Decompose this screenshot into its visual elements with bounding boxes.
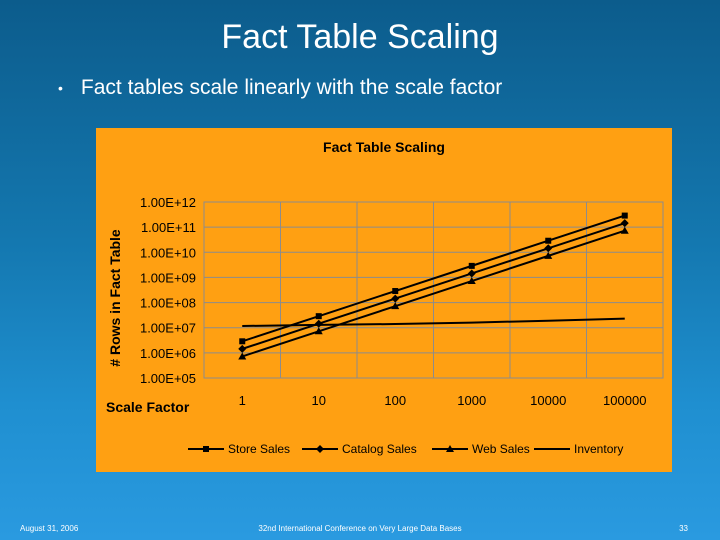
data-point xyxy=(467,269,476,278)
x-tick-label: 10000 xyxy=(530,393,566,408)
y-tick-label: 1.00E+06 xyxy=(140,346,196,361)
footer-page-number: 33 xyxy=(679,524,688,533)
x-axis-label: Scale Factor xyxy=(106,399,190,415)
legend-label: Web Sales xyxy=(472,442,530,456)
legend-marker xyxy=(446,445,454,452)
x-tick-label: 100000 xyxy=(603,393,646,408)
data-point xyxy=(468,262,475,269)
legend-marker xyxy=(316,445,324,453)
series-line-3 xyxy=(242,317,625,327)
y-tick-label: 1.00E+11 xyxy=(141,220,196,235)
chart-title: Fact Table Scaling xyxy=(323,139,445,155)
y-axis-label: # Rows in Fact Table xyxy=(107,229,123,367)
data-point xyxy=(391,294,400,303)
data-point xyxy=(544,251,553,259)
data-point xyxy=(545,237,552,244)
bullet-icon: • xyxy=(58,80,63,96)
y-tick-label: 1.00E+07 xyxy=(140,321,196,336)
data-point xyxy=(238,344,247,353)
x-tick-label: 1000 xyxy=(457,393,486,408)
legend-marker xyxy=(203,446,209,452)
legend-label: Catalog Sales xyxy=(342,442,417,456)
data-point xyxy=(620,226,629,234)
data-point xyxy=(391,302,400,310)
series-line-2 xyxy=(241,229,626,358)
data-point xyxy=(544,244,553,253)
bullet-point: • Fact tables scale linearly with the sc… xyxy=(58,76,502,100)
slide-title: Fact Table Scaling xyxy=(221,18,499,56)
series-line-1 xyxy=(241,222,626,350)
data-point xyxy=(621,212,628,219)
y-tick-label: 1.00E+05 xyxy=(140,371,196,386)
series-line-0 xyxy=(241,214,626,343)
fact-table-scaling-chart: Fact Table Scaling 1.00E+05 1.00E+06 1.00E+… xyxy=(106,139,664,456)
data-point xyxy=(314,327,323,335)
x-tick-label: 10 xyxy=(312,393,326,408)
data-point xyxy=(315,313,322,320)
data-point xyxy=(238,352,247,360)
x-tick-label: 100 xyxy=(384,393,406,408)
x-tick-label: 1 xyxy=(239,393,246,408)
bullet-text: Fact tables scale linearly with the scal… xyxy=(80,76,503,99)
y-tick-label: 1.00E+09 xyxy=(140,270,196,285)
data-point xyxy=(314,319,323,328)
y-tick-label: 1.00E+08 xyxy=(140,296,196,311)
data-point xyxy=(620,219,629,228)
data-point xyxy=(239,338,246,345)
legend-label: Store Sales xyxy=(228,442,290,456)
footer-conference: 32nd International Conference on Very La… xyxy=(258,524,462,533)
chart-container: Fact Table Scaling 1.00E+05 1.00E+06 1.00E+… xyxy=(96,128,672,472)
data-point xyxy=(392,288,399,295)
y-tick-label: 1.00E+10 xyxy=(140,245,196,260)
data-point xyxy=(467,277,476,285)
legend-label: Inventory xyxy=(574,442,623,456)
y-tick-label: 1.00E+12 xyxy=(140,195,196,210)
footer-date: August 31, 2006 xyxy=(20,524,79,533)
